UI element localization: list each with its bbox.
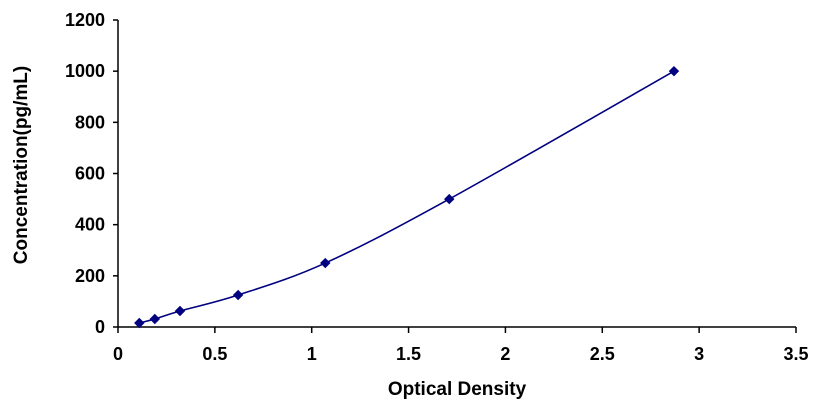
series-layer <box>134 65 680 329</box>
data-point-marker <box>174 305 186 317</box>
data-point-marker <box>134 317 145 329</box>
y-tick-label: 800 <box>75 112 105 132</box>
x-tick-label: 0 <box>113 344 123 364</box>
y-tick-label: 0 <box>95 317 105 337</box>
y-axis-title: Concentration(pg/mL) <box>11 66 32 264</box>
x-tick-label: 0.5 <box>202 344 227 364</box>
data-point-marker <box>149 313 161 325</box>
x-axis-title: Optical Density <box>388 379 527 400</box>
y-tick-label: 1000 <box>65 61 105 81</box>
series-line <box>139 70 675 324</box>
data-point-marker <box>232 289 244 301</box>
data-point-marker <box>320 257 331 269</box>
axes-layer: 0 200 400 600 800 1000 1200 0 0.5 1 1.5 2 2.5 3 3.5 <box>65 10 809 364</box>
x-tick-label: 3.5 <box>783 344 808 364</box>
data-point-marker <box>668 65 680 77</box>
y-tick-label: 400 <box>75 215 105 235</box>
x-tick-label: 1.5 <box>396 344 421 364</box>
x-tick-label: 3 <box>694 344 704 364</box>
y-tick-label: 600 <box>75 164 105 184</box>
x-tick-label: 2.5 <box>590 344 615 364</box>
x-tick-label: 2 <box>500 344 510 364</box>
data-point-marker <box>444 193 455 205</box>
y-tick-label: 1200 <box>65 10 105 30</box>
y-tick-label: 200 <box>75 266 105 286</box>
x-tick-label: 1 <box>307 344 317 364</box>
